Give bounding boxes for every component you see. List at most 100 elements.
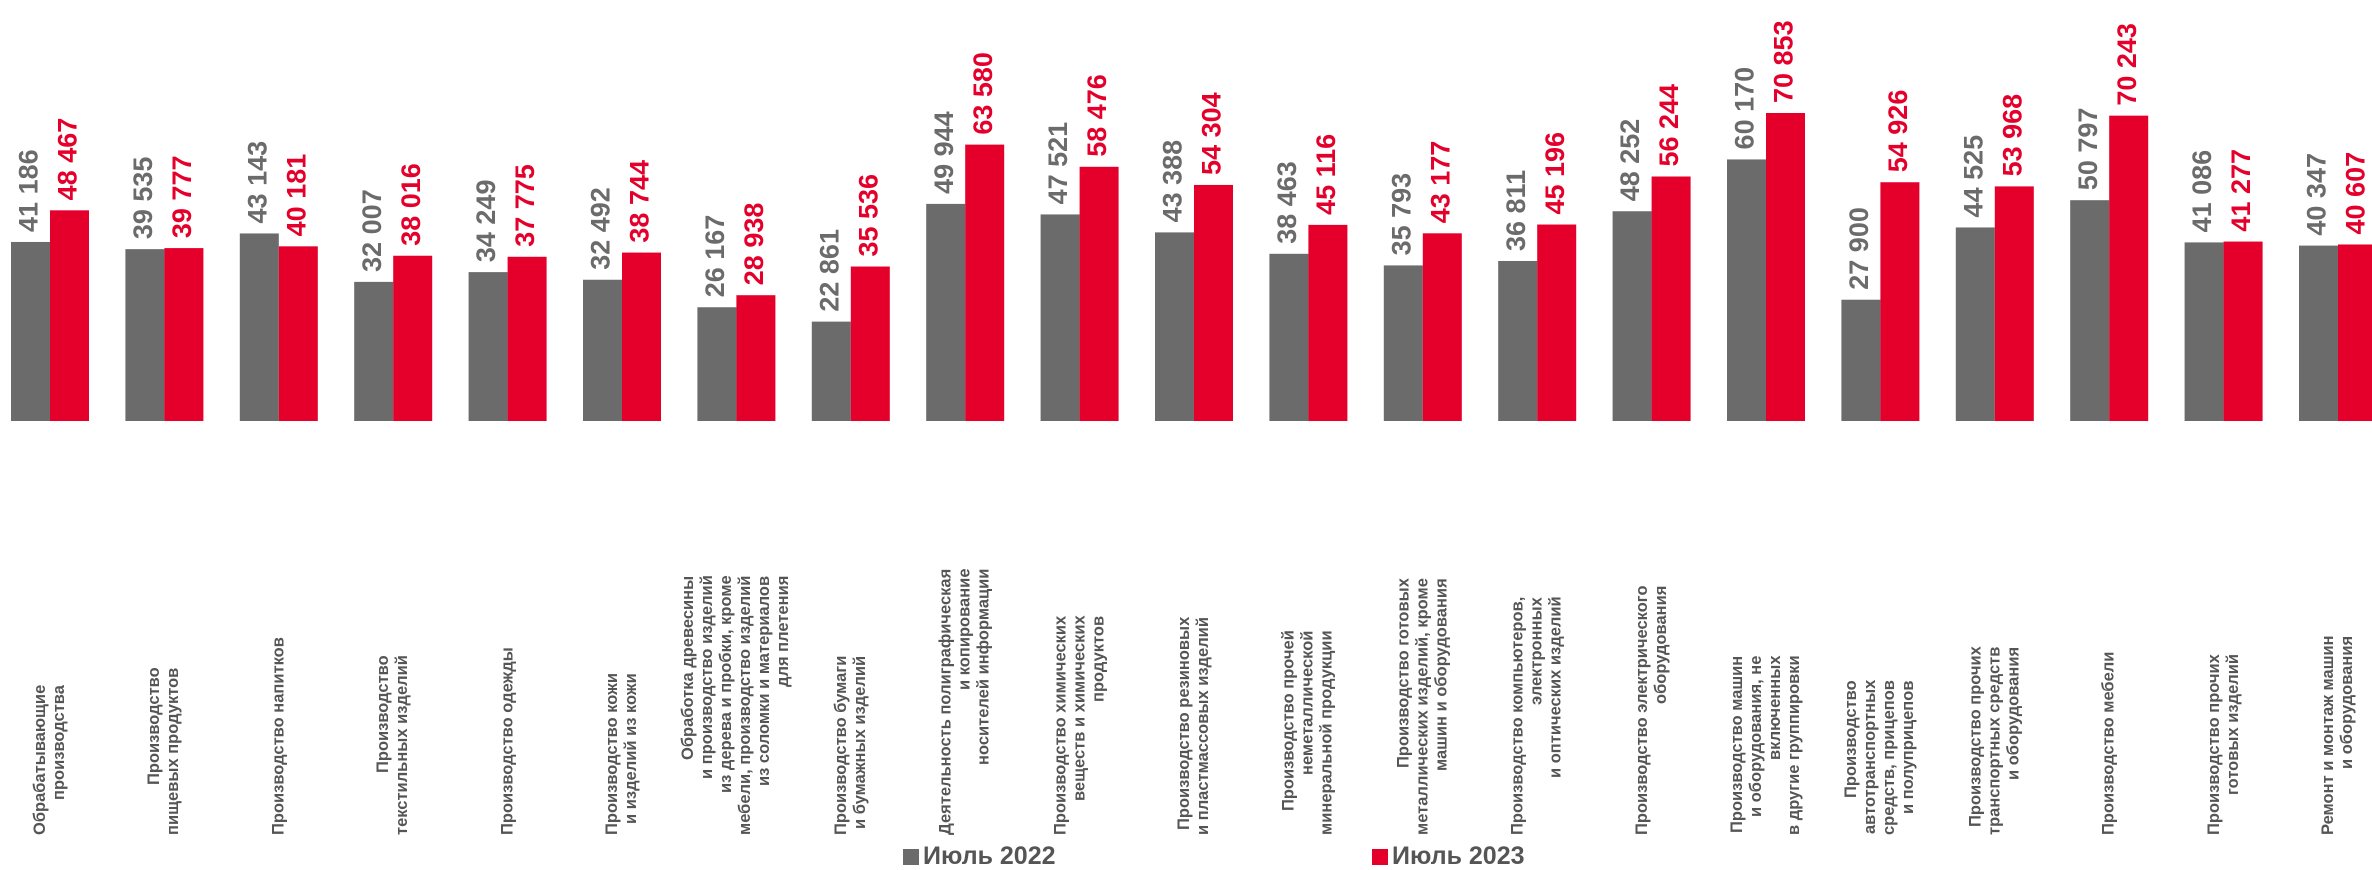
value-label: 40 347 bbox=[2302, 153, 2332, 236]
bar bbox=[507, 256, 547, 421]
value-label: 35 536 bbox=[853, 174, 883, 257]
value-label: 26 167 bbox=[700, 215, 730, 298]
value-label: 70 243 bbox=[2112, 23, 2142, 106]
value-label: 47 521 bbox=[1043, 122, 1073, 205]
value-label: 39 777 bbox=[167, 155, 197, 238]
value-label: 40 607 bbox=[2341, 152, 2371, 235]
bar bbox=[926, 203, 966, 421]
bar bbox=[50, 210, 89, 421]
value-label: 60 170 bbox=[1730, 67, 1760, 150]
value-label: 45 116 bbox=[1311, 134, 1341, 215]
bar bbox=[1537, 224, 1577, 421]
legend-swatch bbox=[903, 848, 919, 865]
bar bbox=[468, 272, 508, 421]
category-label: Производство готовых металлических издел… bbox=[1394, 578, 1451, 835]
category-label: Производство бумаги и бумажных изделий bbox=[831, 655, 869, 835]
value-label: 38 463 bbox=[1272, 161, 1302, 244]
value-label: 45 196 bbox=[1540, 132, 1570, 215]
category-label: Производство компьютеров, электронных и … bbox=[1508, 596, 1565, 835]
value-label: 27 900 bbox=[1844, 207, 1874, 290]
legend-label: Июль 2023 bbox=[1392, 842, 1525, 870]
value-label: 70 853 bbox=[1769, 20, 1799, 103]
bar bbox=[1308, 224, 1348, 421]
bar bbox=[697, 307, 737, 421]
bar bbox=[1955, 227, 1995, 421]
value-label: 41 186 bbox=[14, 149, 44, 232]
bar bbox=[1612, 211, 1652, 421]
bar bbox=[2109, 115, 2149, 422]
category-label: Ремонт и монтаж машин и оборудования bbox=[2319, 635, 2356, 835]
bar bbox=[239, 233, 279, 421]
bar bbox=[1194, 184, 1233, 421]
category-label: Обработка древесины и производство издел… bbox=[679, 575, 793, 835]
bar bbox=[1766, 113, 1805, 421]
value-label: 48 467 bbox=[53, 118, 83, 201]
value-label: 38 016 bbox=[396, 163, 426, 246]
bar bbox=[1498, 260, 1538, 421]
bar bbox=[2299, 245, 2338, 421]
value-label: 53 968 bbox=[1997, 94, 2027, 177]
bar bbox=[2070, 200, 2110, 421]
value-label: 38 744 bbox=[625, 160, 655, 243]
category-label: Обрабатывающие производства bbox=[31, 684, 68, 835]
category-label: Производство пищевых продуктов bbox=[145, 667, 183, 835]
bar bbox=[393, 255, 433, 421]
bar bbox=[622, 252, 661, 421]
category-label: Производство мебели bbox=[2099, 651, 2118, 835]
value-label: 22 861 bbox=[814, 229, 844, 312]
bar bbox=[736, 295, 776, 421]
value-label: 32 492 bbox=[586, 187, 616, 270]
bar bbox=[1994, 186, 2034, 421]
value-label: 39 535 bbox=[128, 157, 158, 240]
value-label: 34 249 bbox=[471, 180, 501, 263]
bar bbox=[1727, 159, 1766, 421]
value-label: 36 811 bbox=[1501, 170, 1531, 251]
value-label: 58 476 bbox=[1082, 74, 1112, 157]
category-label: Производство прочей неметаллической мине… bbox=[1279, 630, 1336, 835]
category-label: Производство напитков bbox=[269, 637, 288, 835]
legend-entry: Июль 2022 bbox=[903, 842, 1056, 870]
category-label: Производство кожи и изделий из кожи bbox=[603, 673, 640, 835]
bar bbox=[1269, 253, 1309, 421]
category-label: Производство текстильных изделий bbox=[374, 655, 412, 835]
value-label: 49 944 bbox=[929, 111, 959, 194]
bar bbox=[1880, 182, 1920, 421]
category-label: Производство прочих готовых изделий bbox=[2204, 654, 2242, 835]
value-label: 43 388 bbox=[1158, 140, 1188, 223]
bar bbox=[125, 249, 165, 421]
bar bbox=[1651, 176, 1691, 421]
value-label: 54 926 bbox=[1883, 90, 1913, 173]
bar bbox=[1383, 265, 1423, 421]
value-label: 54 304 bbox=[1197, 92, 1227, 175]
value-label: 50 797 bbox=[2073, 108, 2103, 191]
value-label: 63 580 bbox=[968, 52, 998, 135]
value-label: 41 277 bbox=[2226, 149, 2256, 232]
value-label: 35 793 bbox=[1386, 173, 1416, 256]
category-label: Производство одежды bbox=[498, 647, 517, 835]
category-label: Производство автотранспортных средств, п… bbox=[1842, 680, 1918, 835]
bar bbox=[1155, 232, 1194, 421]
value-label: 43 143 bbox=[242, 141, 272, 224]
category-label: Производство химических веществ и химиче… bbox=[1051, 615, 1108, 835]
value-label: 43 177 bbox=[1425, 141, 1455, 224]
bar bbox=[11, 241, 50, 421]
bar bbox=[583, 279, 622, 421]
bar bbox=[2184, 242, 2224, 421]
bar bbox=[1841, 299, 1881, 421]
bar bbox=[811, 321, 851, 421]
value-label: 48 252 bbox=[1615, 119, 1645, 202]
value-label: 32 007 bbox=[357, 189, 387, 272]
value-label: 44 525 bbox=[1958, 135, 1988, 218]
category-label: Производство электрического оборудования bbox=[1632, 585, 1670, 835]
bar bbox=[850, 266, 890, 421]
legend-swatch bbox=[1372, 848, 1388, 865]
bar bbox=[2223, 241, 2263, 421]
legend-label: Июль 2022 bbox=[923, 842, 1056, 870]
value-label: 37 775 bbox=[510, 164, 540, 247]
category-label: Деятельность полиграфическая и копирован… bbox=[936, 568, 993, 835]
bar bbox=[1040, 214, 1080, 421]
bar bbox=[354, 281, 394, 421]
value-label: 56 244 bbox=[1654, 84, 1684, 167]
